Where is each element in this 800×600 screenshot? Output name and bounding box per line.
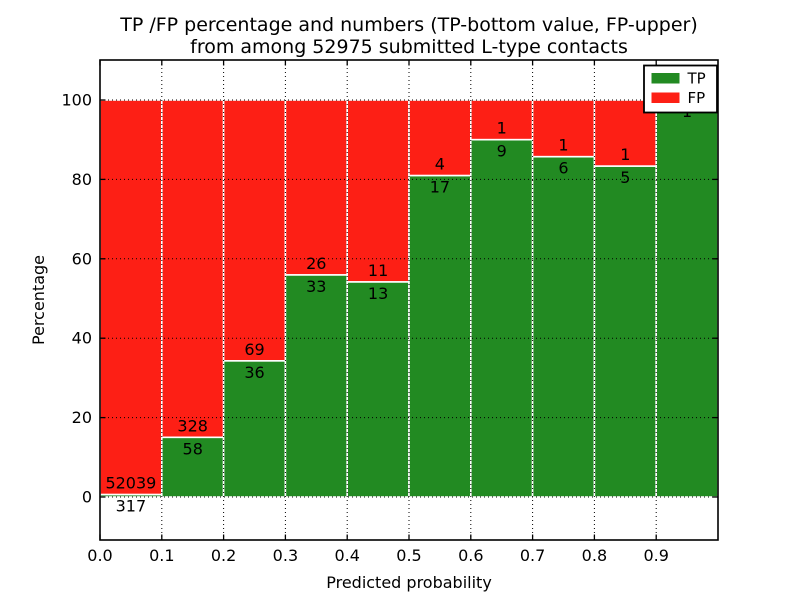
- chart-title-line1: TP /FP percentage and numbers (TP-bottom…: [119, 14, 698, 36]
- bar-segment-fp: [408, 99, 472, 177]
- y-tick-label: 40: [72, 329, 92, 348]
- bar-segment-tp: [469, 138, 534, 498]
- y-axis-label: Percentage: [29, 255, 48, 345]
- tp-count-label: 6: [558, 159, 568, 178]
- tick-labels-layer: 0.0 0.1 0.2 0.3 0.4 0.5 0.6 0.7 0.8 0.9 0 20 40 60 80 1…: [61, 91, 668, 566]
- bar-segment-tp: [222, 360, 287, 498]
- tp-count-label: 33: [306, 277, 326, 296]
- fp-count-label: 69: [244, 340, 264, 359]
- tp-count-label: 5: [620, 168, 630, 187]
- x-tick-label: 0.6: [458, 546, 483, 565]
- legend-swatch-fp: [651, 92, 680, 103]
- bar-segment-fp: [161, 99, 225, 439]
- bar-segment-fp: [99, 99, 163, 496]
- tp-count-label: 9: [497, 142, 507, 161]
- fp-count-label: 1: [497, 119, 507, 138]
- bar-segment-tp: [593, 165, 658, 498]
- x-tick-label: 0.9: [643, 546, 668, 565]
- fp-count-label: 328: [177, 416, 208, 435]
- fp-count-label: 4: [435, 155, 445, 174]
- bar-segment-tp: [284, 274, 348, 498]
- fp-count-label: 1: [620, 145, 630, 164]
- x-axis-label: Predicted probability: [326, 573, 492, 592]
- x-tick-label: 0.7: [520, 546, 545, 565]
- bars-layer: [99, 99, 719, 498]
- x-tick-label: 0.8: [582, 546, 607, 565]
- gridlines-layer: [100, 60, 718, 540]
- legend-swatch-tp: [651, 73, 680, 84]
- fp-count-label: 52039: [105, 474, 156, 493]
- bar-segment-tp: [655, 99, 719, 498]
- tp-count-label: 36: [244, 363, 264, 382]
- fp-count-label: 1: [558, 136, 568, 155]
- y-tick-label: 100: [61, 91, 92, 110]
- y-tick-label: 80: [72, 170, 92, 189]
- bar-segment-fp: [222, 99, 287, 362]
- tp-count-label: 13: [368, 284, 388, 303]
- x-tick-label: 0.2: [211, 546, 236, 565]
- bar-segment-tp: [531, 155, 596, 498]
- y-tick-label: 60: [72, 249, 92, 268]
- tp-count-label: 17: [430, 178, 450, 197]
- bar-segment-fp: [284, 99, 348, 276]
- legend-box: [643, 64, 718, 114]
- legend-label-fp: FP: [688, 89, 706, 107]
- chart-title-line2: from among 52975 submitted L-type contac…: [190, 36, 628, 58]
- y-tick-label: 0: [82, 488, 92, 507]
- bar-segment-tp: [161, 436, 225, 498]
- tp-count-label: 58: [183, 439, 203, 458]
- legend-label-tp: TP: [687, 70, 706, 88]
- tp-count-label: 317: [116, 497, 147, 516]
- bar-segment-tp: [408, 174, 472, 498]
- bar-value-labels-layer: 52039317328586936263311134171916151: [105, 102, 692, 516]
- bar-segment-tp: [346, 281, 410, 498]
- bar-segment-fp: [346, 99, 410, 283]
- y-tick-label: 20: [72, 408, 92, 427]
- x-tick-label: 0.4: [334, 546, 359, 565]
- x-tick-label: 0.5: [396, 546, 421, 565]
- x-tick-label: 0.3: [273, 546, 298, 565]
- fp-count-label: 11: [368, 261, 388, 280]
- fp-count-label: 26: [306, 254, 326, 273]
- x-tick-label: 0.1: [149, 546, 174, 565]
- x-tick-label: 0.0: [87, 546, 112, 565]
